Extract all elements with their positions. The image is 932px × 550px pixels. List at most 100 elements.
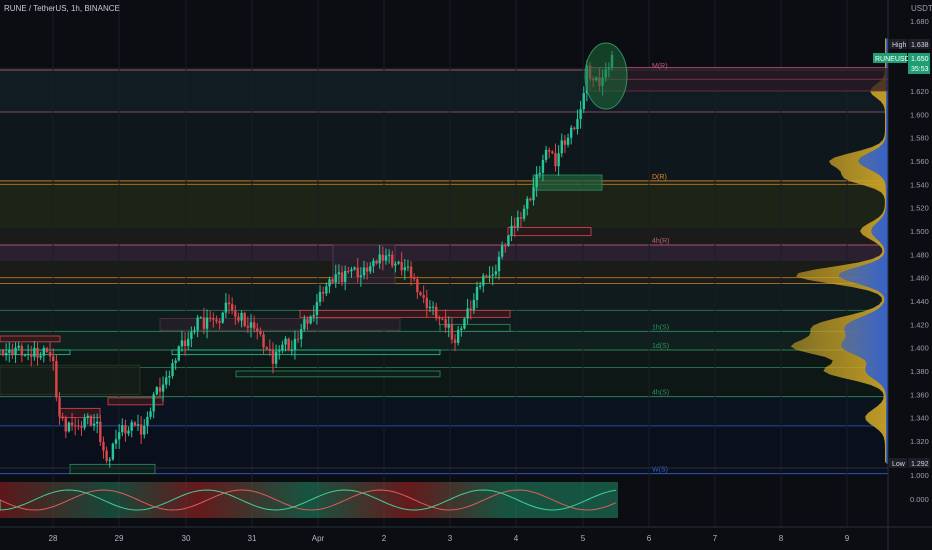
candle-body bbox=[227, 302, 231, 305]
level-label: W(S) bbox=[652, 467, 668, 474]
candle-body bbox=[456, 329, 460, 343]
order-block-box bbox=[69, 463, 156, 475]
candle-body bbox=[249, 322, 253, 328]
candle-body bbox=[494, 271, 498, 275]
x-tick-label: 29 bbox=[115, 534, 124, 543]
candle-body bbox=[541, 159, 545, 173]
candle-body bbox=[350, 269, 353, 272]
candle-body bbox=[127, 430, 130, 434]
candle-body bbox=[293, 338, 297, 350]
candle-body bbox=[478, 285, 482, 287]
candle-body bbox=[240, 312, 243, 321]
svg-text:1.638: 1.638 bbox=[911, 42, 929, 49]
candle-body bbox=[89, 415, 93, 426]
candle-body bbox=[274, 351, 278, 364]
candle-body bbox=[161, 384, 165, 392]
candle-body bbox=[340, 272, 344, 283]
candle-body bbox=[372, 260, 375, 267]
zone-band bbox=[0, 180, 888, 228]
candle-body bbox=[365, 267, 369, 272]
candle-body bbox=[347, 270, 350, 272]
candle-body bbox=[331, 279, 334, 283]
candle-body bbox=[190, 331, 193, 339]
candle-body bbox=[64, 418, 67, 432]
candle-body bbox=[243, 312, 246, 327]
candle-body bbox=[435, 306, 438, 319]
candle-body bbox=[17, 345, 20, 348]
candle-body bbox=[23, 354, 27, 356]
candle-body bbox=[325, 286, 328, 294]
candle-body bbox=[343, 270, 347, 283]
candle-body bbox=[265, 347, 268, 349]
level-label: 4h(R) bbox=[652, 238, 670, 245]
candle-body bbox=[262, 334, 265, 348]
candle-body bbox=[1, 350, 5, 356]
order-block-box bbox=[589, 78, 889, 92]
candle-body bbox=[39, 355, 42, 358]
candle-body bbox=[321, 292, 325, 294]
candle-body bbox=[193, 330, 196, 332]
candle-body bbox=[519, 217, 523, 219]
candle-body bbox=[416, 279, 419, 293]
candle-body bbox=[221, 312, 224, 323]
candle-body bbox=[378, 254, 381, 264]
order-block-box bbox=[299, 309, 511, 318]
candle-body bbox=[177, 346, 180, 361]
candle-body bbox=[551, 151, 554, 154]
candle-body bbox=[422, 295, 425, 298]
candle-body bbox=[196, 317, 199, 331]
candle-body bbox=[268, 348, 272, 351]
x-axis-ticks: 28 29 30 31 Apr 2 3 4 5 6 7 8 9 bbox=[49, 534, 850, 543]
candle-body bbox=[507, 235, 510, 246]
candle-body bbox=[491, 274, 494, 276]
candle-body bbox=[303, 319, 306, 330]
candle-body bbox=[237, 316, 240, 321]
x-tick-label: 7 bbox=[713, 534, 718, 543]
candle-body bbox=[139, 424, 143, 435]
candle-body bbox=[174, 360, 177, 364]
candle-body bbox=[146, 416, 149, 426]
candle-body bbox=[544, 149, 548, 160]
price-candles bbox=[1, 50, 614, 468]
x-tick-label: Apr bbox=[312, 534, 325, 543]
svg-text:Low: Low bbox=[892, 461, 906, 468]
candle-body bbox=[450, 324, 454, 340]
order-block-box bbox=[0, 335, 61, 343]
candle-body bbox=[579, 109, 582, 120]
candle-body bbox=[256, 328, 259, 332]
candle-body bbox=[391, 254, 394, 266]
zone-band bbox=[0, 112, 888, 181]
candle-body bbox=[121, 425, 124, 433]
candle-body bbox=[488, 275, 491, 278]
level-labels: M(R) D(R) 4h(R) 1h(S) 1d(S) 4h(S) W(S) bbox=[652, 63, 670, 474]
candle-body bbox=[208, 317, 212, 319]
candle-body bbox=[99, 421, 102, 442]
candle-body bbox=[187, 338, 190, 347]
candle-body bbox=[86, 415, 89, 418]
candle-body bbox=[133, 422, 137, 426]
low-tag: Low 1.292 bbox=[889, 458, 930, 468]
candle-body bbox=[95, 421, 99, 424]
candle-body bbox=[67, 422, 71, 432]
candle-body bbox=[108, 459, 111, 461]
candle-body bbox=[560, 140, 563, 154]
candle-body bbox=[403, 267, 407, 271]
y-tick-label: 1.520 bbox=[910, 204, 929, 213]
candle-body bbox=[375, 260, 378, 264]
candle-body bbox=[58, 397, 61, 417]
candle-body bbox=[168, 376, 171, 378]
svg-text:High: High bbox=[892, 42, 907, 49]
y-tick-label: 1.460 bbox=[910, 274, 929, 283]
candle-body bbox=[469, 308, 472, 310]
y-tick-label: 1.320 bbox=[910, 437, 929, 446]
candle-body bbox=[284, 338, 287, 345]
candle-body bbox=[441, 318, 444, 320]
y-tick-label: 1.600 bbox=[910, 110, 929, 119]
level-label: 1d(S) bbox=[652, 343, 669, 350]
candle-body bbox=[522, 208, 526, 219]
last-price-tag: RUNEUSDT 1.650 35:53 bbox=[873, 53, 930, 74]
candle-body bbox=[409, 266, 413, 278]
oscillator-band bbox=[0, 482, 618, 518]
level-label: 4h(S) bbox=[652, 390, 669, 397]
